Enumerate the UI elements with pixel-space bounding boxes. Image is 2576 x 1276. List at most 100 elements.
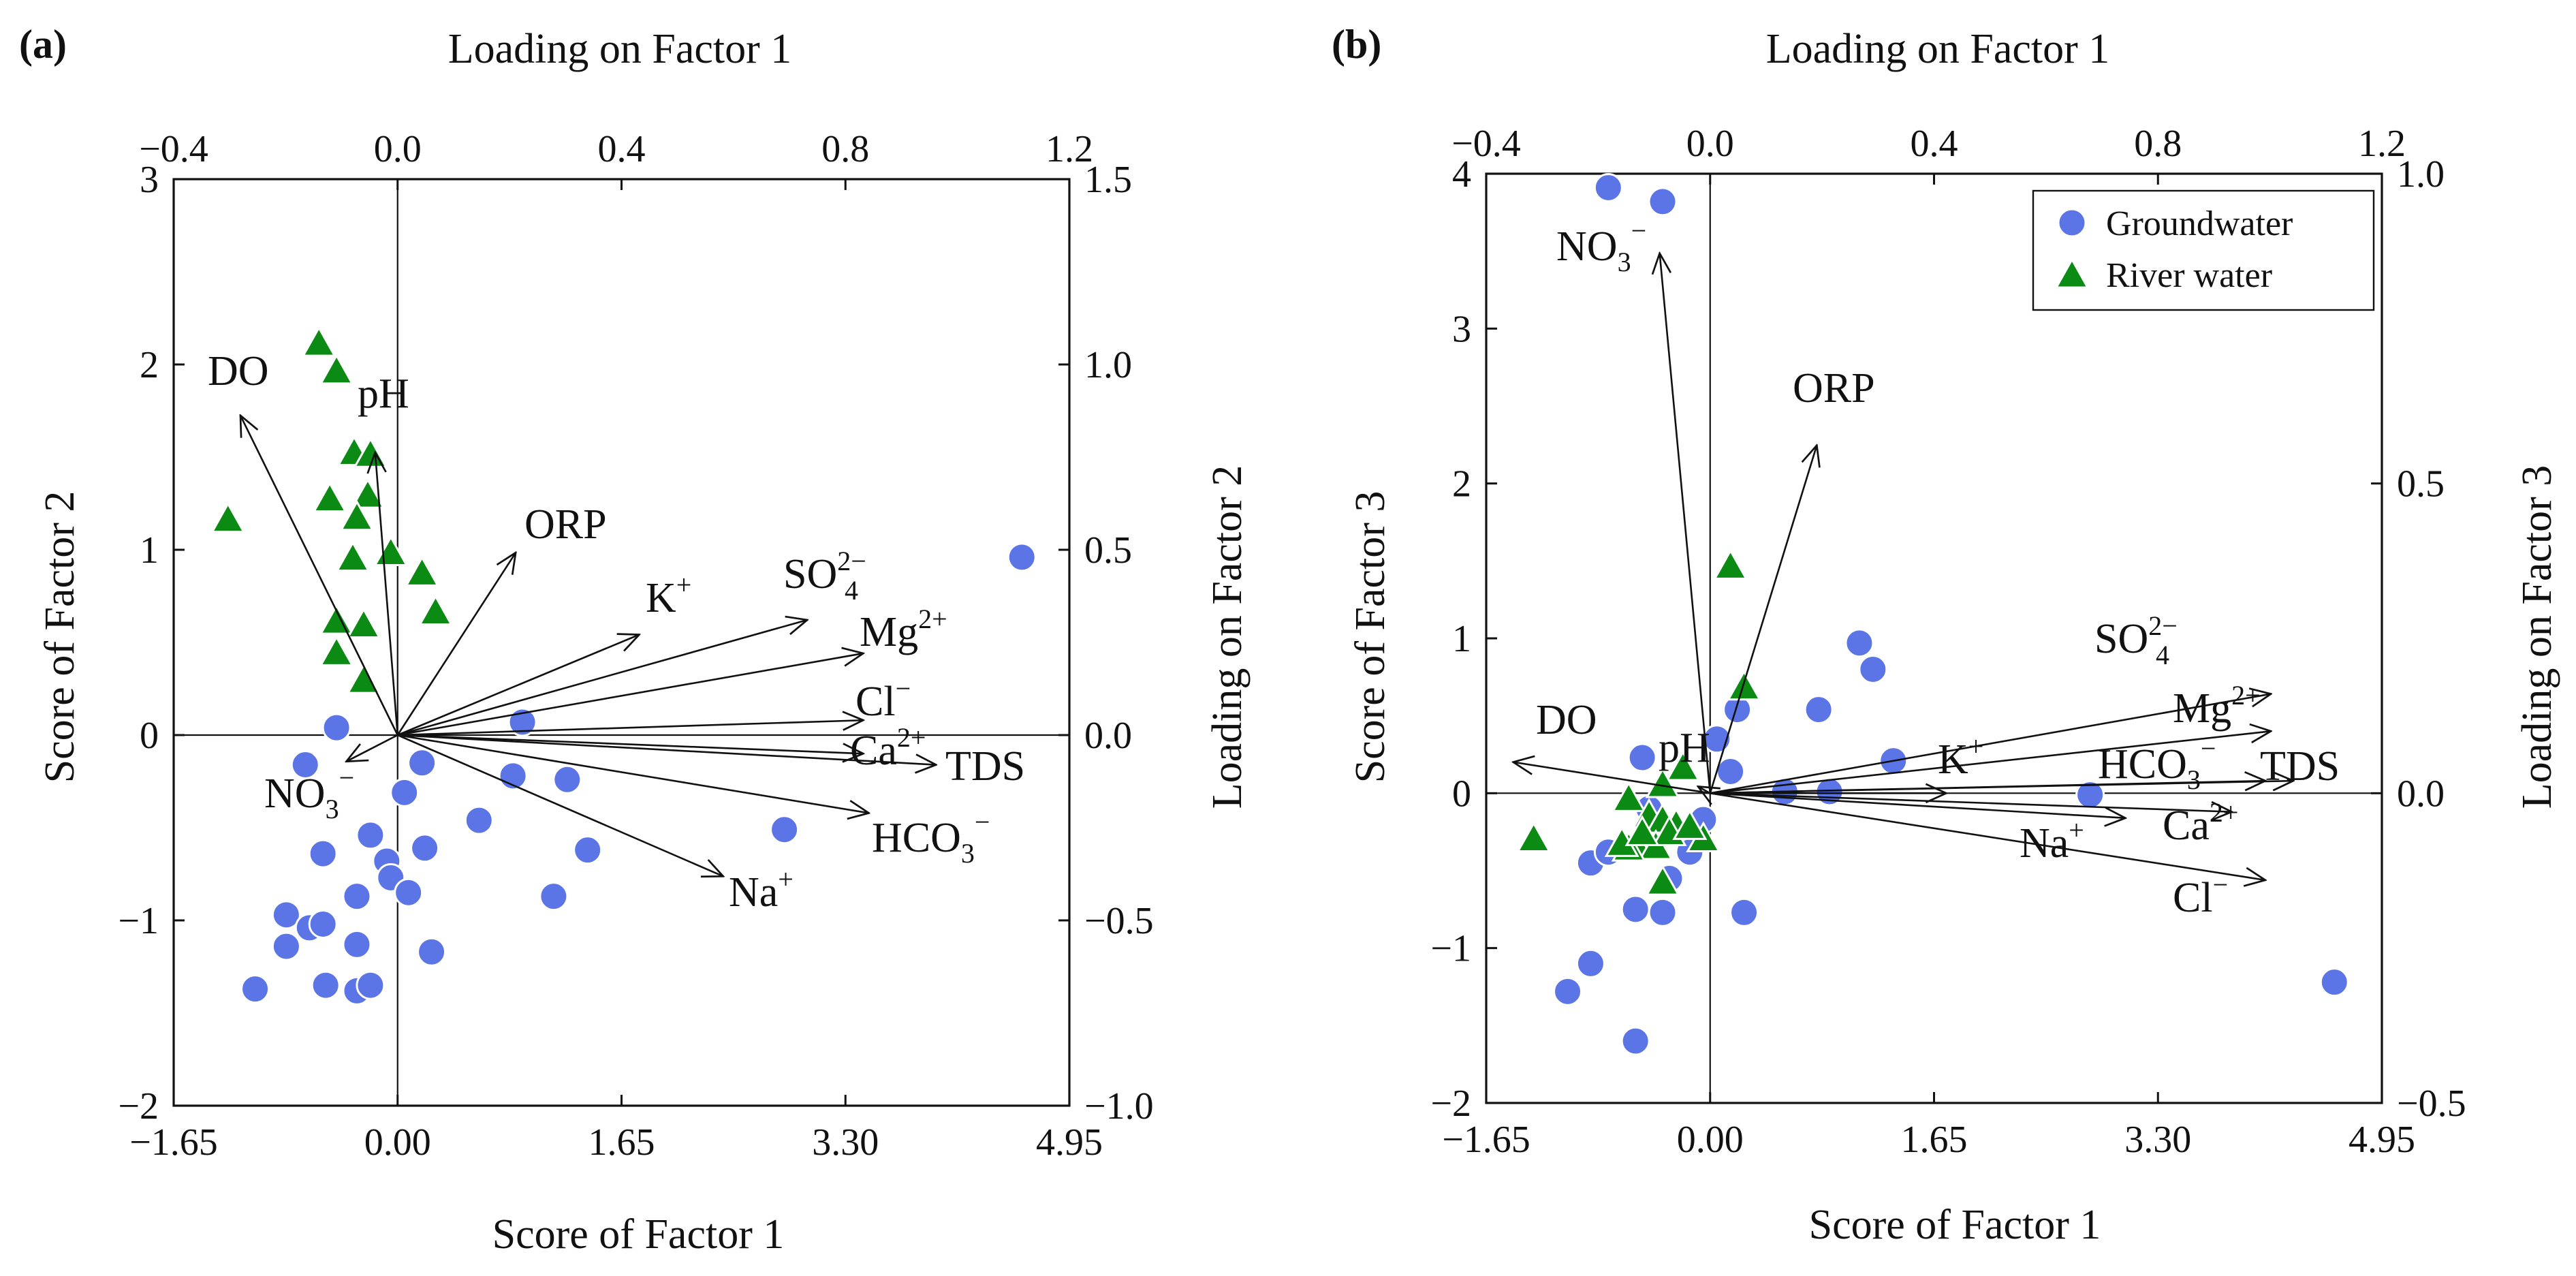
label-k: K+: [1938, 731, 1983, 783]
top-tick-label: 0.0: [1686, 123, 1734, 165]
river-water-point: [1516, 821, 1552, 853]
river-water-point: [346, 663, 381, 694]
groundwater-point: [311, 970, 341, 1000]
right-tick-label: 0.0: [1084, 715, 1132, 757]
vector-cl: [397, 720, 862, 736]
right-tick-label: 0.5: [2397, 463, 2445, 505]
right-tick-label: 0.0: [2397, 773, 2445, 815]
river-water-point: [1713, 548, 1748, 580]
left-tick-label: 0: [140, 715, 159, 757]
left-tick-label: −1: [118, 900, 159, 942]
groundwater-point: [290, 750, 320, 780]
panel-b-loading-vectors: [1514, 254, 2292, 880]
vector-mg: [1710, 731, 2270, 794]
groundwater-point: [1007, 542, 1037, 572]
groundwater-point: [321, 713, 351, 743]
groundwater-point: [271, 900, 301, 930]
groundwater-point: [356, 820, 386, 850]
vector-so4: [1710, 694, 2270, 794]
groundwater-point: [394, 877, 424, 907]
vector-so4: [397, 620, 806, 736]
river-water-point: [210, 501, 246, 533]
vector-tds: [397, 734, 935, 765]
river-water-point: [1624, 815, 1660, 846]
panel-b-right-axis-title: Loading on Factor 3: [2514, 465, 2560, 809]
bottom-tick-label: −1.65: [129, 1121, 218, 1164]
river-water-point: [319, 353, 354, 385]
groundwater-point: [1620, 1026, 1650, 1056]
groundwater-point: [1804, 695, 1834, 725]
bottom-tick-label: 1.65: [588, 1121, 655, 1164]
right-tick-label: 1.0: [2397, 153, 2445, 196]
panel-a-points: [210, 326, 1037, 1006]
label-hco3: HCO3−: [2098, 733, 2216, 795]
top-tick-label: 0.4: [598, 128, 646, 170]
groundwater-point: [1627, 743, 1657, 773]
label-so4-subscript: 4: [2156, 640, 2169, 670]
left-tick-label: 3: [140, 159, 159, 201]
vector-do: [1514, 762, 1710, 794]
label-k: K+: [646, 570, 691, 621]
top-tick-label: −0.4: [139, 128, 208, 170]
right-tick-label: 1.0: [1084, 344, 1132, 386]
label-mg: Mg2+: [2173, 680, 2261, 732]
panel-b-legend: Groundwater River water: [2032, 189, 2375, 311]
label-do: DO: [208, 348, 269, 394]
label-so4-subscript: 4: [845, 575, 858, 606]
river-water-point: [301, 326, 336, 357]
panel-a-bottom-axis-title: Score of Factor 1: [492, 1211, 785, 1258]
panel-b-bottom-axis-title: Score of Factor 1: [1809, 1202, 2101, 1248]
label-mg: Mg2+: [860, 604, 947, 655]
label-tds: TDS: [2260, 743, 2340, 790]
groundwater-point: [539, 882, 569, 912]
left-tick-label: −2: [1430, 1083, 1471, 1125]
label-ca: Ca2+: [2163, 797, 2238, 849]
groundwater-point: [552, 764, 582, 794]
legend-river-water-marker: [2054, 257, 2090, 289]
panel-b-left-axis-title: Score of Factor 3: [1347, 491, 1394, 783]
vector-orp: [1709, 446, 1817, 794]
panel-b-label: (b): [1332, 22, 1381, 67]
groundwater-point: [1844, 628, 1874, 658]
label-do: DO: [1536, 697, 1597, 743]
left-tick-label: −1: [1430, 928, 1471, 970]
bottom-tick-label: 3.30: [2124, 1119, 2191, 1161]
vector-ca: [1710, 792, 2231, 811]
bottom-tick-label: 1.65: [1901, 1119, 1968, 1161]
label-so4: SO2−: [783, 546, 866, 597]
groundwater-point: [464, 805, 494, 835]
top-tick-label: 1.2: [1046, 128, 1093, 170]
river-water-point: [1645, 865, 1680, 896]
panel-a-right-axis-title: Loading on Factor 2: [1204, 465, 1251, 809]
groundwater-point: [308, 839, 338, 869]
vector-mg: [397, 653, 862, 736]
left-tick-label: 3: [1452, 308, 1471, 350]
label-no3: NO3−: [264, 762, 354, 824]
panel-a-top-axis-title: Loading on Factor 1: [448, 26, 792, 72]
label-no3: NO3−: [1556, 215, 1646, 277]
vector-na: [397, 734, 723, 876]
groundwater-point: [1648, 897, 1678, 927]
label-hco3: HCO3−: [872, 807, 990, 869]
groundwater-point: [1729, 897, 1759, 927]
groundwater-point: [342, 929, 372, 959]
bottom-tick-label: 3.30: [812, 1121, 879, 1164]
river-water-point: [1611, 781, 1646, 812]
label-ph: pH: [1659, 725, 1710, 771]
vector-ph: [375, 454, 399, 736]
vector-ph: [1699, 787, 1710, 793]
groundwater-point: [2319, 967, 2349, 997]
vector-hco3: [397, 734, 868, 813]
bottom-tick-label: 4.95: [2349, 1119, 2415, 1161]
left-tick-label: 4: [1452, 153, 1471, 196]
label-so4: SO2−: [2094, 610, 2178, 662]
label-na: Na+: [2020, 815, 2084, 867]
legend-box: [2032, 189, 2375, 311]
left-tick-label: 1: [1452, 618, 1471, 660]
groundwater-point: [1858, 654, 1888, 684]
river-water-point: [405, 555, 440, 587]
legend-groundwater-marker: [2057, 208, 2087, 238]
river-water-point: [312, 481, 347, 513]
top-tick-label: 0.0: [374, 128, 422, 170]
